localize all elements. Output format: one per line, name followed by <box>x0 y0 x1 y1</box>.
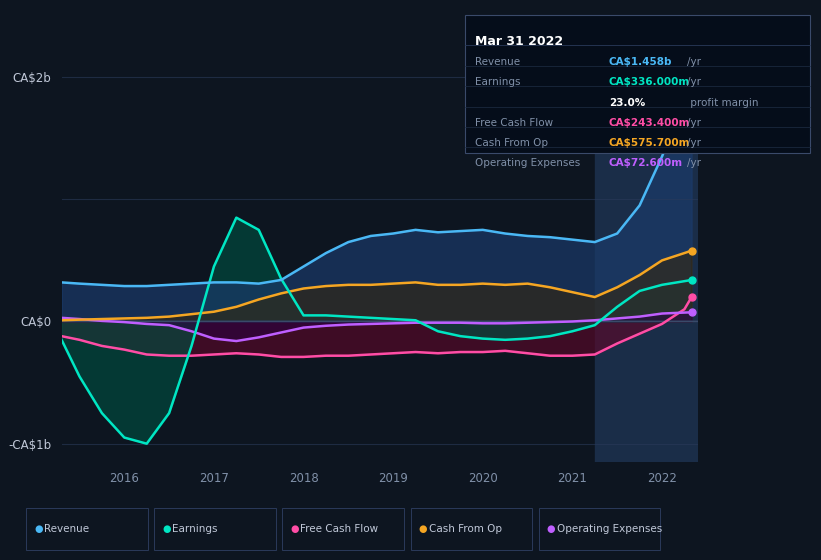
Text: CA$243.400m: CA$243.400m <box>608 118 690 128</box>
Bar <box>594 59 698 462</box>
Text: CA$1.458b: CA$1.458b <box>608 58 672 68</box>
Text: /yr: /yr <box>686 77 700 87</box>
Text: Free Cash Flow: Free Cash Flow <box>475 118 553 128</box>
Text: /yr: /yr <box>686 157 700 167</box>
Text: Revenue: Revenue <box>475 58 520 68</box>
Text: ●: ● <box>291 524 299 534</box>
Text: Cash From Op: Cash From Op <box>475 138 548 147</box>
Text: CA$575.700m: CA$575.700m <box>608 138 690 147</box>
Text: ●: ● <box>34 524 43 534</box>
Text: Free Cash Flow: Free Cash Flow <box>300 524 378 534</box>
Text: /yr: /yr <box>686 58 700 68</box>
Text: CA$336.000m: CA$336.000m <box>608 77 690 87</box>
Text: ●: ● <box>547 524 555 534</box>
Text: ●: ● <box>419 524 427 534</box>
Text: Mar 31 2022: Mar 31 2022 <box>475 35 563 48</box>
Text: profit margin: profit margin <box>686 97 758 108</box>
Text: Cash From Op: Cash From Op <box>429 524 502 534</box>
Text: CA$72.600m: CA$72.600m <box>608 157 683 167</box>
Text: /yr: /yr <box>686 138 700 147</box>
Text: ●: ● <box>163 524 171 534</box>
Text: Operating Expenses: Operating Expenses <box>557 524 662 534</box>
Text: Operating Expenses: Operating Expenses <box>475 157 580 167</box>
Text: 23.0%: 23.0% <box>608 97 645 108</box>
Text: /yr: /yr <box>686 118 700 128</box>
Text: Earnings: Earnings <box>475 77 521 87</box>
Text: Revenue: Revenue <box>44 524 89 534</box>
Text: Earnings: Earnings <box>172 524 218 534</box>
